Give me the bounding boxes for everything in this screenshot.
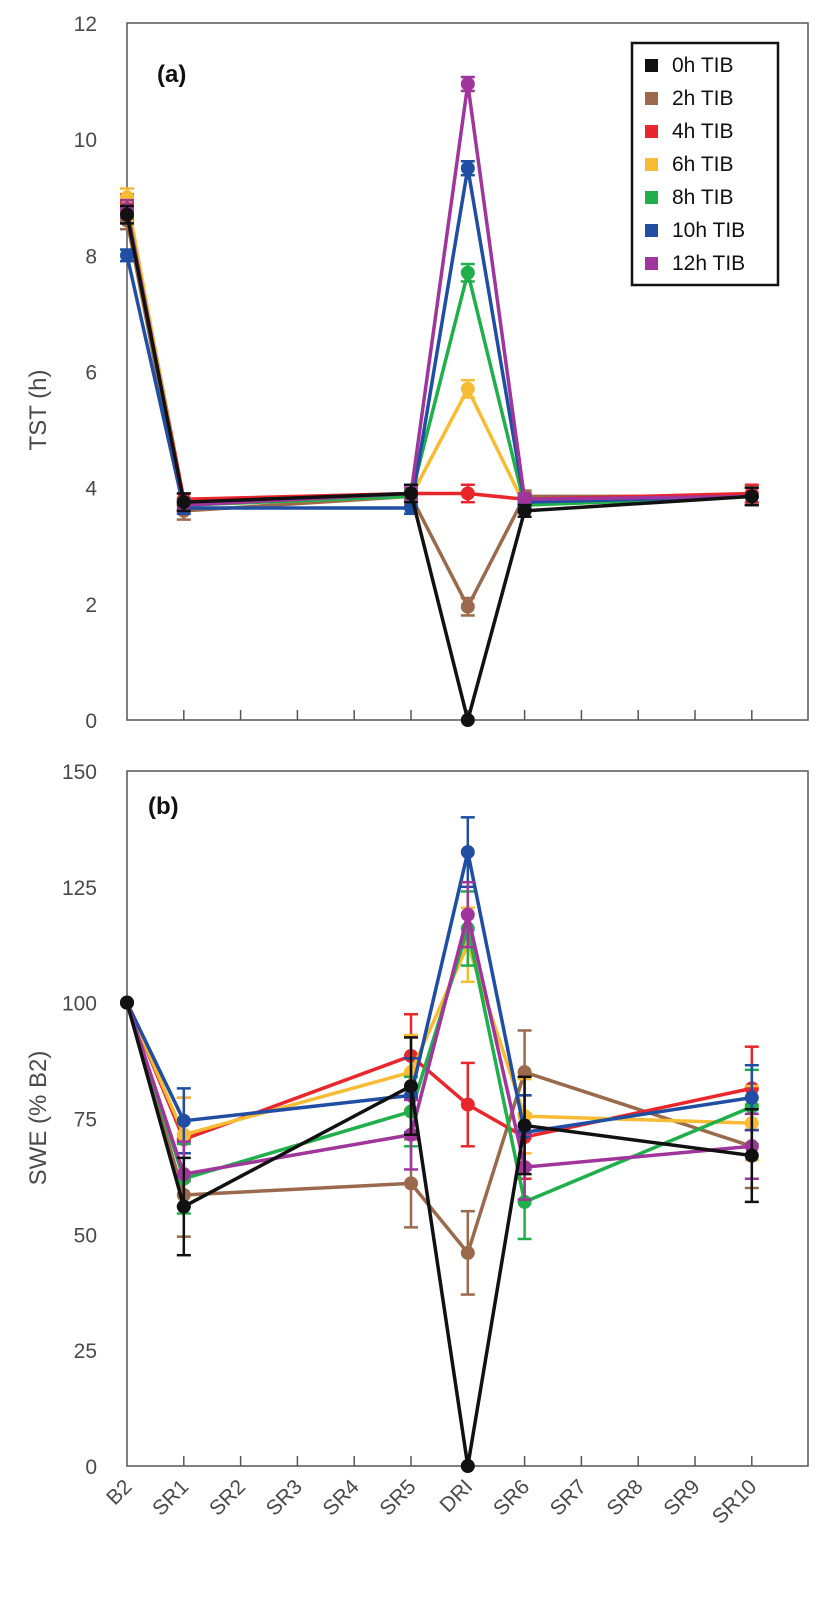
panel-b-y-tick-label: 150 <box>62 761 97 784</box>
data-point <box>460 599 475 614</box>
data-point <box>744 489 759 504</box>
panel-b-y-axis-title: SWE (% B2) <box>25 1051 52 1186</box>
series-line <box>125 850 753 1135</box>
legend-swatch <box>645 125 658 138</box>
panel-a-series-group <box>120 75 759 727</box>
panel-a-y-tick-label: 4 <box>85 478 97 501</box>
panel-b: 0 25 50 75 100 125 150 (b) SWE (% B2) <box>25 761 809 1479</box>
legend-swatch <box>645 191 658 204</box>
x-category-label: SR5 <box>375 1475 420 1520</box>
data-point <box>404 486 418 501</box>
data-point <box>176 1199 191 1214</box>
data-point <box>517 503 532 518</box>
x-category-label: SR6 <box>489 1475 534 1520</box>
panel-b-series-6h-tib <box>120 906 759 1174</box>
data-point <box>460 486 475 501</box>
panel-b-series-12h-tib <box>120 880 759 1208</box>
panel-a-label: (a) <box>157 61 186 88</box>
panel-b-y-tick-label: 25 <box>74 1340 97 1363</box>
legend-entry-label: 4h TIB <box>672 120 733 143</box>
panel-a: 0 2 4 6 8 10 12 (a) TST (h) 0h TIB 2h TIB 4h TIB… <box>25 13 809 733</box>
data-point <box>460 713 475 727</box>
data-point <box>404 1176 418 1191</box>
legend-swatch <box>645 257 658 270</box>
panel-b-series-8h-tib <box>120 890 759 1241</box>
data-point <box>744 1090 759 1105</box>
panel-a-y-tick-label: 8 <box>85 245 97 268</box>
panel-b-y-tick-label: 0 <box>85 1456 97 1479</box>
data-point <box>744 1148 759 1163</box>
data-point <box>460 1245 475 1260</box>
data-point <box>120 248 134 263</box>
data-point <box>176 1113 191 1128</box>
panel-b-label: (b) <box>148 793 179 820</box>
legend-swatch <box>645 92 658 105</box>
data-point <box>517 492 532 507</box>
panel-a-y-tick-label: 10 <box>74 129 97 152</box>
series-line <box>125 166 752 510</box>
series-line <box>125 1002 753 1255</box>
data-point <box>460 76 475 91</box>
data-point <box>404 1079 418 1094</box>
x-category-label: SR10 <box>708 1475 761 1528</box>
legend-entry-label: 6h TIB <box>672 153 733 176</box>
legend: 0h TIB 2h TIB 4h TIB 6h TIB 8h TIB 10h TIB 12h… <box>630 41 780 287</box>
x-category-label: SR8 <box>603 1475 648 1520</box>
data-point <box>460 265 475 280</box>
data-point <box>120 995 134 1010</box>
legend-swatch <box>645 224 658 237</box>
x-category-label: B2 <box>102 1475 136 1509</box>
panel-b-y-tick-label: 125 <box>62 877 97 900</box>
data-point <box>176 495 191 510</box>
data-point <box>460 1459 475 1473</box>
x-category-labels: B2 SR1 SR2 SR3 SR4 SR5 DRI SR6 SR7 SR8 SR9 SR10 <box>102 1475 761 1529</box>
series-line <box>125 1002 753 1468</box>
panel-a-y-tick-label: 6 <box>85 362 97 385</box>
x-category-label: SR7 <box>546 1475 591 1520</box>
x-category-label: SR9 <box>659 1475 704 1520</box>
legend-swatch <box>645 59 658 72</box>
panel-a-y-tick-label: 2 <box>85 594 97 617</box>
x-category-label: SR3 <box>262 1475 307 1520</box>
panel-b-y-tick-label: 50 <box>74 1224 97 1247</box>
data-point <box>120 207 134 222</box>
legend-entry-label: 0h TIB <box>672 54 733 77</box>
x-category-label: SR4 <box>319 1475 364 1520</box>
panel-a-y-tick-label: 0 <box>85 710 97 733</box>
legend-entry-label: 2h TIB <box>672 87 733 110</box>
x-category-label: DRI <box>435 1475 477 1517</box>
panel-b-series-group <box>120 816 759 1473</box>
x-category-label: SR1 <box>148 1475 193 1520</box>
data-point <box>460 161 475 176</box>
panel-b-y-ticks: 0 25 50 75 100 125 150 <box>62 761 97 1479</box>
series-line <box>125 943 752 1137</box>
legend-entry-label: 12h TIB <box>672 252 745 275</box>
series-line <box>125 912 752 1176</box>
legend-entry-label: 8h TIB <box>672 186 733 209</box>
panel-b-y-tick-label: 75 <box>74 1109 97 1132</box>
data-point <box>460 845 475 860</box>
x-category-label: SR2 <box>205 1475 250 1520</box>
panel-a-x-ticks <box>183 710 753 720</box>
legend-swatch <box>645 158 658 171</box>
panel-b-series-0h-tib <box>120 995 759 1473</box>
panel-a-y-axis-title: TST (h) <box>25 370 52 451</box>
data-point <box>460 1097 475 1112</box>
legend-entry-label: 10h TIB <box>672 219 745 242</box>
data-point <box>460 907 475 922</box>
panel-a-series-0h-tib <box>120 204 759 727</box>
panel-a-y-tick-label: 12 <box>74 13 97 36</box>
data-point <box>517 1118 532 1133</box>
panel-a-y-ticks: 0 2 4 6 8 10 12 <box>74 13 98 733</box>
data-point <box>460 381 475 396</box>
series-line <box>125 214 752 722</box>
panel-b-y-tick-label: 100 <box>62 993 97 1016</box>
